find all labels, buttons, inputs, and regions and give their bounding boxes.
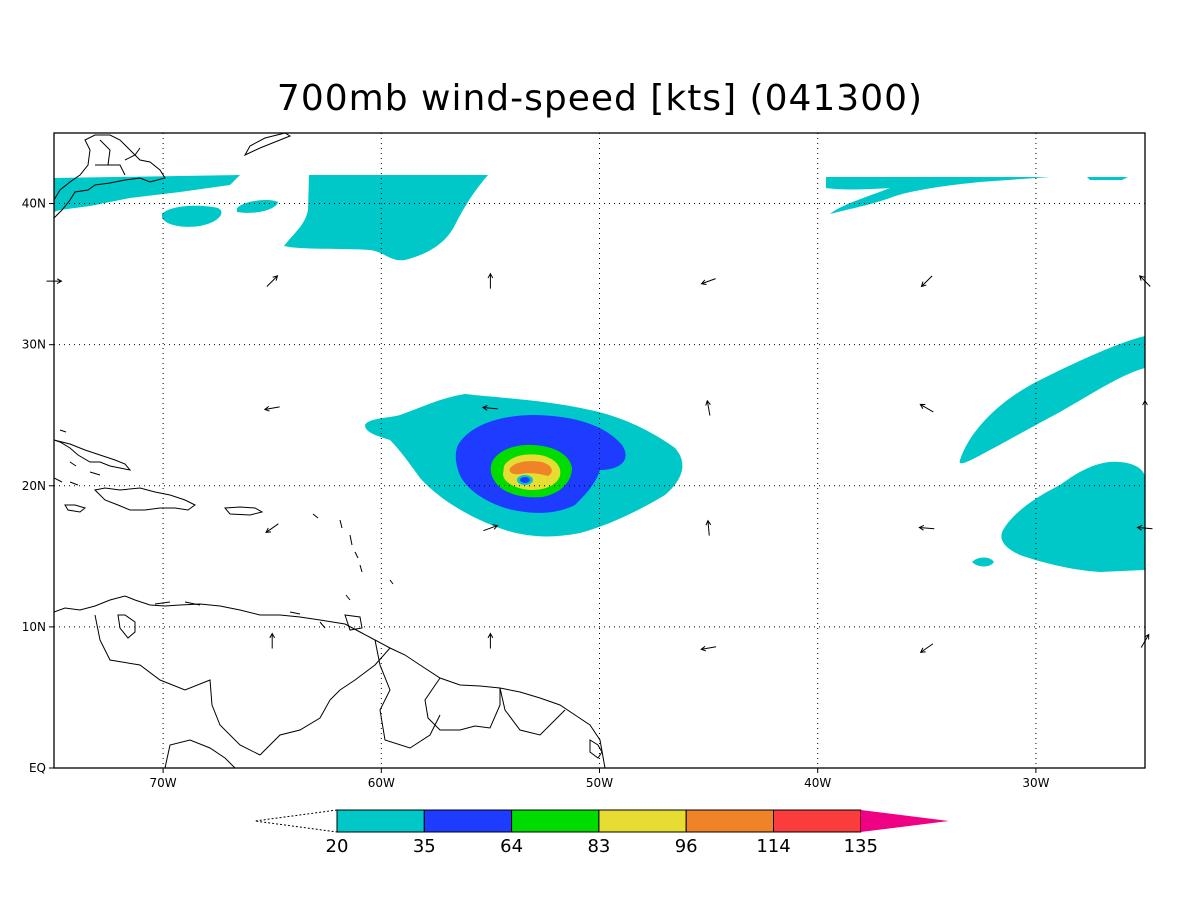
wind-vector <box>483 524 499 532</box>
colorbar-level-label: 114 <box>756 836 790 857</box>
wind-vector <box>705 519 712 536</box>
wind-vector <box>265 523 279 534</box>
colorbar-swatch <box>685 809 775 833</box>
colorbar-level-label: 20 <box>326 836 349 857</box>
contour-20kt-patch <box>972 557 994 567</box>
contour-20kt-patch <box>1087 177 1128 180</box>
wind-vector <box>487 632 494 649</box>
colorbar-level-label: 83 <box>587 836 610 857</box>
wind-vector <box>1142 399 1148 416</box>
coastline-puerto-rico <box>223 506 264 516</box>
coastlines <box>54 133 606 768</box>
coastline-amazon-islands <box>589 739 603 759</box>
lat-tick-label: EQ <box>29 761 46 775</box>
border-venezuela-brazil <box>259 647 391 756</box>
wind-vector <box>918 524 935 531</box>
contour-96kt-storm <box>509 461 552 476</box>
coastline-north-america <box>54 134 166 219</box>
colorbar-underflow-triangle <box>254 809 338 833</box>
contour-20kt-band <box>1001 461 1145 572</box>
axis-ticks: 70W 60W 50W 40W 30W EQ 10N 20N 30N 40N <box>22 197 1050 790</box>
gridlines <box>54 133 1145 768</box>
wind-vector <box>481 405 498 411</box>
contour-20kt-patch <box>161 205 222 227</box>
lon-tick-label: 50W <box>586 776 613 790</box>
lat-tick-label: 40N <box>22 197 46 211</box>
contour-20kt-band <box>959 336 1145 464</box>
colorbar-swatch <box>336 809 425 833</box>
lat-tick-label: 30N <box>22 338 46 352</box>
coastline-islands-small <box>154 601 326 629</box>
colorbar-level-label: 96 <box>675 836 698 857</box>
colorbar-overflow-triangle <box>860 810 949 832</box>
wind-vector <box>1136 524 1153 531</box>
lon-tick-label: 60W <box>368 776 395 790</box>
lat-tick-label: 10N <box>22 620 46 634</box>
contour-20kt-patch <box>284 175 488 261</box>
wind-vector <box>1138 275 1151 287</box>
colorbar-swatch <box>773 809 862 833</box>
coastline-lake-maracaibo <box>117 614 136 639</box>
coastline-bahamas <box>54 429 101 486</box>
contour-20kt-patch <box>237 200 278 213</box>
coastline-jamaica <box>64 504 87 513</box>
wind-vector <box>705 399 711 416</box>
coastline-nova-scotia <box>243 133 292 157</box>
country-borders <box>94 139 603 768</box>
coastline-lesser-antilles <box>312 513 394 601</box>
wind-vector <box>919 403 934 413</box>
coastline-trinidad <box>344 614 363 631</box>
wind-vector <box>46 278 63 285</box>
colorbar: 20 35 64 83 96 114 135 <box>254 809 949 857</box>
colorbar-swatch <box>423 809 513 833</box>
colorbar-level-label: 135 <box>844 836 878 857</box>
border-guyana <box>374 639 441 749</box>
lon-tick-label: 70W <box>150 776 177 790</box>
wind-vector <box>919 643 934 653</box>
wind-vectors <box>46 272 1153 653</box>
wind-vector <box>920 275 933 288</box>
wind-vector <box>269 632 276 649</box>
coastline-cuba <box>54 439 132 471</box>
border-us-canada <box>95 139 141 176</box>
colorbar-level-label: 35 <box>413 836 436 857</box>
colorbar-swatch <box>511 809 600 833</box>
storm-eye <box>520 477 530 483</box>
wind-vector <box>487 272 494 289</box>
border-venezuela-colombia <box>94 614 261 756</box>
wind-vector <box>266 275 279 287</box>
wind-speed-shading <box>54 175 1145 572</box>
colorbar-swatch <box>598 809 687 833</box>
contour-20kt-patch <box>826 177 1050 214</box>
colorbar-level-label: 64 <box>500 836 523 857</box>
map-title: 700mb wind-speed [kts] (041300) <box>276 78 924 119</box>
wind-vector <box>700 278 716 285</box>
coastline-south-america <box>54 595 606 768</box>
border-french-guiana <box>499 687 566 736</box>
lon-tick-label: 40W <box>804 776 831 790</box>
wind-vector <box>263 405 280 412</box>
border-suriname <box>424 677 501 731</box>
lat-tick-label: 20N <box>22 479 46 493</box>
lon-tick-label: 30W <box>1022 776 1049 790</box>
coastline-hispaniola <box>93 487 196 511</box>
wind-vector <box>1140 633 1150 648</box>
border-brazil-south <box>164 739 236 768</box>
wind-vector <box>700 645 717 652</box>
